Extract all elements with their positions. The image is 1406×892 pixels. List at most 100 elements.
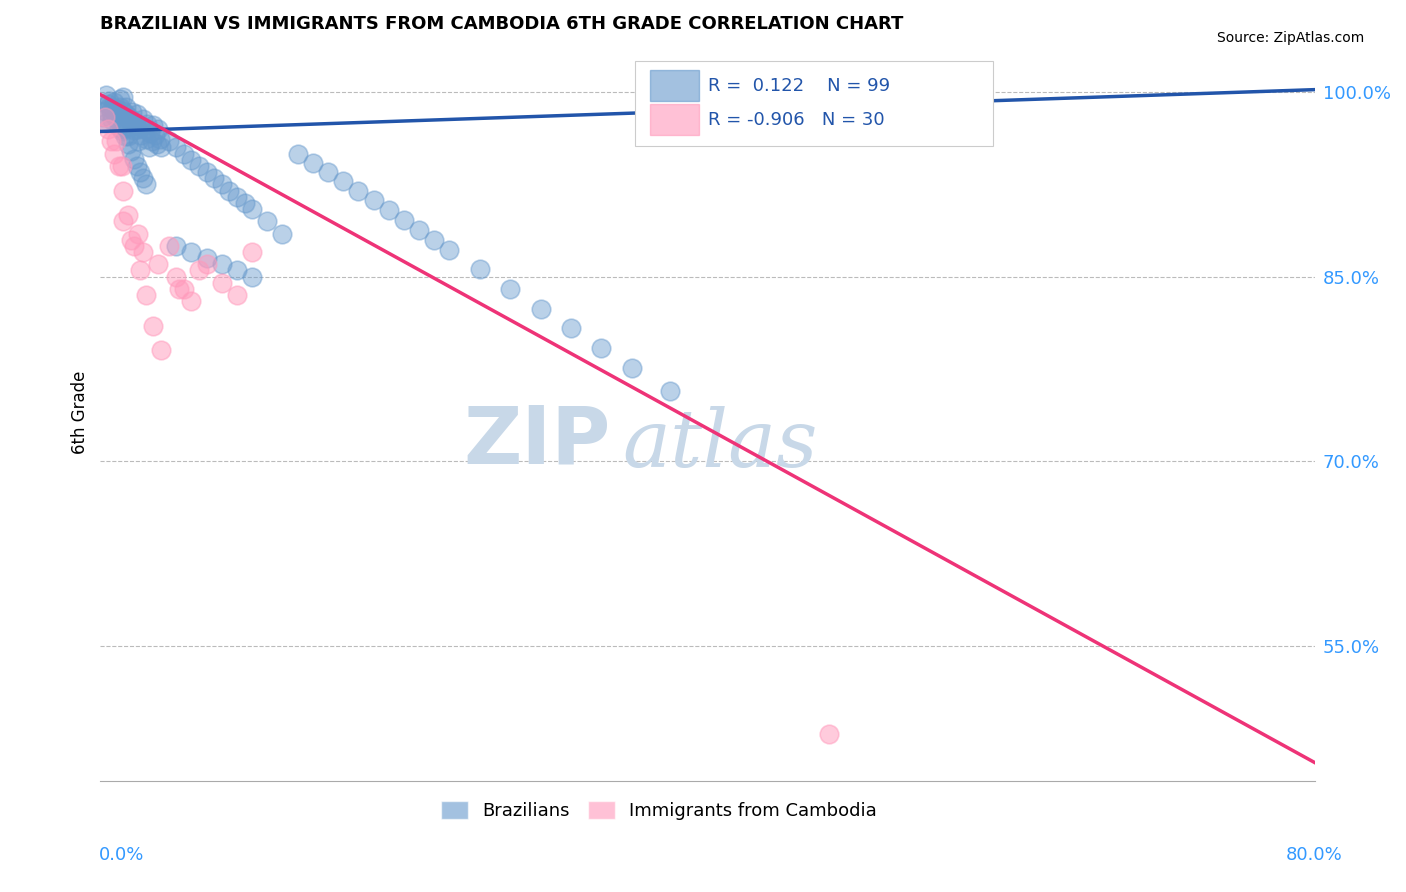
Point	[143, 128, 166, 143]
Point	[94, 110, 117, 124]
Point	[165, 269, 187, 284]
Point	[108, 93, 131, 107]
Point	[128, 165, 150, 179]
Point	[110, 122, 132, 136]
Point	[468, 262, 491, 277]
Point	[124, 114, 146, 128]
Point	[211, 257, 233, 271]
Point	[118, 111, 141, 125]
Point	[188, 159, 211, 173]
Point	[103, 95, 125, 109]
Point	[157, 134, 180, 148]
Point	[98, 94, 121, 108]
Point	[202, 171, 225, 186]
Point	[131, 128, 153, 143]
Point	[218, 184, 240, 198]
Point	[135, 288, 157, 302]
Point	[107, 120, 129, 134]
Point	[135, 132, 157, 146]
Point	[560, 321, 582, 335]
Point	[124, 118, 146, 132]
Point	[110, 124, 132, 138]
Point	[165, 239, 187, 253]
Point	[121, 104, 143, 119]
Text: R =  0.122    N = 99: R = 0.122 N = 99	[707, 77, 890, 95]
Point	[165, 140, 187, 154]
Point	[347, 184, 370, 198]
Point	[97, 122, 120, 136]
Text: R = -0.906   N = 30: R = -0.906 N = 30	[707, 111, 884, 128]
Point	[408, 223, 430, 237]
Text: ZIP: ZIP	[463, 402, 610, 481]
Point	[110, 159, 132, 173]
Point	[591, 341, 613, 355]
Point	[211, 178, 233, 192]
Point	[114, 129, 136, 144]
Point	[112, 103, 135, 118]
Point	[103, 146, 125, 161]
Point	[139, 126, 162, 140]
Point	[125, 159, 148, 173]
Y-axis label: 6th Grade: 6th Grade	[72, 370, 89, 454]
FancyBboxPatch shape	[634, 62, 993, 146]
Point	[125, 107, 148, 121]
Point	[122, 152, 145, 166]
Point	[287, 146, 309, 161]
Point	[132, 171, 155, 186]
Point	[107, 159, 129, 173]
Point	[240, 245, 263, 260]
Point	[114, 120, 136, 135]
Point	[148, 132, 170, 146]
Point	[132, 112, 155, 127]
Point	[529, 301, 551, 316]
Point	[173, 146, 195, 161]
Point	[120, 233, 142, 247]
Point	[132, 245, 155, 260]
Point	[195, 251, 218, 265]
Point	[128, 263, 150, 277]
FancyBboxPatch shape	[651, 104, 699, 136]
Point	[180, 294, 202, 309]
Point	[100, 134, 122, 148]
Point	[122, 239, 145, 253]
Point	[332, 174, 354, 188]
Point	[658, 384, 681, 398]
Point	[157, 239, 180, 253]
Point	[423, 233, 446, 247]
Point	[105, 103, 128, 117]
Point	[112, 184, 135, 198]
Point	[195, 257, 218, 271]
Point	[127, 134, 149, 148]
Point	[188, 263, 211, 277]
Point	[97, 97, 120, 112]
Point	[240, 269, 263, 284]
Point	[128, 120, 150, 134]
Point	[117, 129, 139, 144]
Point	[101, 113, 124, 128]
Point	[173, 282, 195, 296]
Point	[104, 111, 127, 125]
Point	[145, 136, 167, 151]
Point	[169, 282, 191, 296]
Point	[101, 101, 124, 115]
Point	[107, 114, 129, 128]
Point	[146, 257, 169, 271]
Point	[117, 208, 139, 222]
Point	[134, 122, 156, 136]
Point	[112, 90, 135, 104]
Point	[93, 110, 115, 124]
Text: BRAZILIAN VS IMMIGRANTS FROM CAMBODIA 6TH GRADE CORRELATION CHART: BRAZILIAN VS IMMIGRANTS FROM CAMBODIA 6T…	[100, 15, 904, 33]
Text: 0.0%: 0.0%	[98, 846, 143, 863]
Point	[136, 117, 159, 131]
Point	[108, 100, 131, 114]
Point	[120, 116, 142, 130]
Point	[195, 165, 218, 179]
Point	[439, 243, 461, 257]
Point	[256, 214, 278, 228]
Point	[233, 195, 256, 210]
Point	[118, 110, 141, 124]
Point	[499, 282, 522, 296]
Point	[120, 144, 142, 158]
Text: 80.0%: 80.0%	[1286, 846, 1343, 863]
Point	[211, 276, 233, 290]
